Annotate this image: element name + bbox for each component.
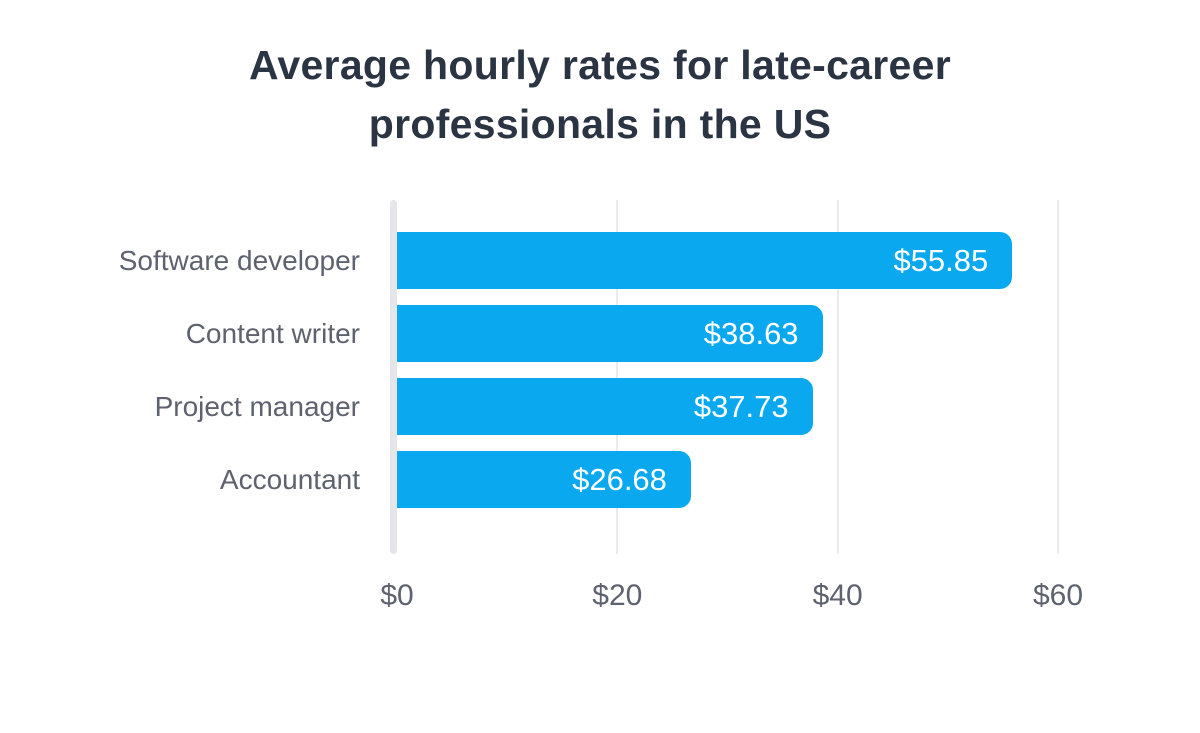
gridline <box>1057 200 1059 554</box>
x-tick-label: $40 <box>812 579 863 612</box>
x-tick-label: $60 <box>1032 579 1084 612</box>
bar-value-label: $55.85 <box>893 242 989 278</box>
bar: $55.85 <box>397 232 1013 289</box>
category-label: Content writer <box>185 318 360 349</box>
bar-row: Accountant $26.68 <box>220 451 1058 508</box>
category-label: Project manager <box>154 391 360 422</box>
category-label: Software developer <box>118 245 360 276</box>
bar: $38.63 <box>397 305 823 362</box>
gridline <box>836 200 839 554</box>
x-tick-label: $0 <box>380 579 414 612</box>
bar-row: Project manager $37.73 <box>155 378 1058 435</box>
bar-row: Content writer $38.63 <box>186 305 1058 362</box>
bar-value-label: $38.63 <box>703 315 799 351</box>
chart-title: Average hourly rates for late-career pro… <box>248 42 952 148</box>
gridline <box>616 200 619 554</box>
bar-value-label: $37.73 <box>693 388 789 424</box>
bar: $37.73 <box>397 378 813 435</box>
zero-axis-line <box>390 200 397 554</box>
bar-chart-plot-area: Software developer $55.85 Content writer… <box>119 200 1083 612</box>
category-label: Accountant <box>219 464 360 495</box>
bar-row: Software developer $55.85 <box>119 232 1058 289</box>
x-tick-label: $20 <box>592 579 643 612</box>
bar-value-label: $26.68 <box>572 461 667 497</box>
bar: $26.68 <box>397 451 691 508</box>
